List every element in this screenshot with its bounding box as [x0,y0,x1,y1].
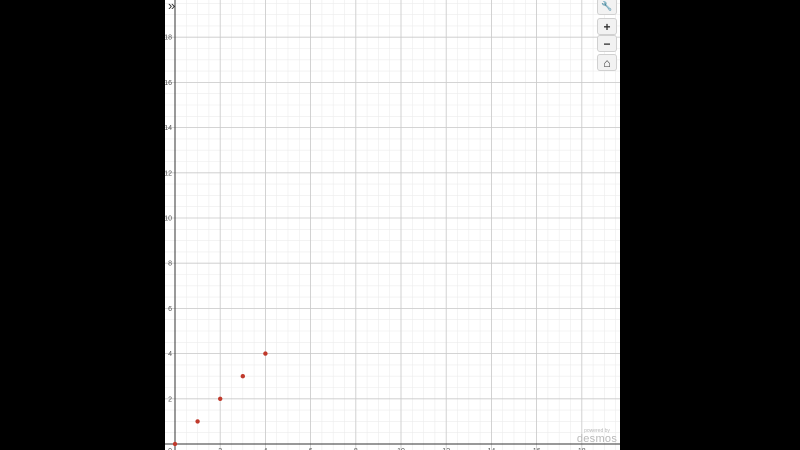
data-point [240,374,245,379]
desmos-logo-text: desmos [576,433,618,445]
plus-icon: + [603,19,611,34]
graph-settings-button[interactable]: 🔧 [597,0,617,15]
y-tick-label: 4 [168,351,172,358]
data-point [263,351,268,356]
double-chevron-right-icon: » [168,0,176,13]
zoom-in-button[interactable]: + [597,18,617,35]
x-tick-label: 18 [578,448,586,450]
y-tick-label: 2 [168,396,172,403]
x-tick-label: 4 [263,448,267,450]
wrench-icon: 🔧 [601,1,613,11]
zoom-out-button[interactable]: − [597,35,617,52]
data-point [218,396,223,401]
y-tick-label: 14 [165,125,172,132]
origin-label: 0 [168,448,172,450]
x-tick-label: 8 [354,448,358,450]
x-tick-label: 2 [218,448,222,450]
graph-plane[interactable]: 2 4 6 8 10 12 14 16 18 2 4 6 8 10 12 14 16 18 0 [165,0,620,450]
data-point [172,441,178,447]
y-tick-label: 16 [165,80,172,87]
y-tick-label: 10 [165,216,172,223]
desmos-branding[interactable]: powered by desmos [575,428,619,445]
expand-expressions-button[interactable]: » [168,0,184,14]
x-tick-label: 10 [397,448,405,450]
y-tick-label: 18 [165,35,172,42]
x-tick-label: 6 [309,448,313,450]
home-icon: ⌂ [603,55,611,70]
x-tick-label: 14 [488,448,496,450]
data-point [195,419,200,424]
x-tick-label: 12 [442,448,450,450]
y-tick-label: 8 [168,261,172,268]
minus-icon: − [603,36,611,51]
y-tick-label: 6 [168,306,172,313]
y-tick-label: 12 [165,170,172,177]
graph-area[interactable]: 24681012141618246810121416180 » 🔧 + − ⌂ … [165,0,620,450]
powered-by-text: powered by [584,428,610,434]
default-viewport-button[interactable]: ⌂ [597,54,617,71]
x-tick-label: 16 [533,448,541,450]
